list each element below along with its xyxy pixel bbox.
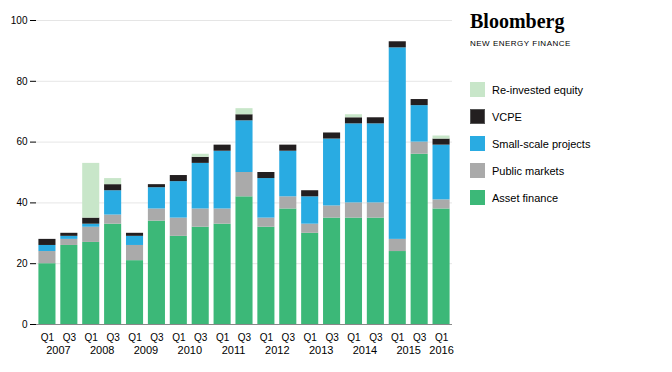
svg-text:Q1: Q1	[347, 332, 361, 343]
svg-text:60: 60	[16, 136, 28, 147]
svg-text:2008: 2008	[90, 344, 114, 356]
svg-text:Q1: Q1	[85, 332, 99, 343]
svg-text:Q3: Q3	[282, 332, 296, 343]
svg-text:2012: 2012	[265, 344, 289, 356]
svg-text:Q3: Q3	[63, 332, 77, 343]
svg-text:Q1: Q1	[260, 332, 274, 343]
svg-text:Q1: Q1	[128, 332, 142, 343]
svg-text:2011: 2011	[222, 344, 246, 356]
svg-text:2014: 2014	[353, 344, 377, 356]
svg-text:2016: 2016	[429, 344, 453, 356]
svg-text:2007: 2007	[46, 344, 70, 356]
svg-text:2013: 2013	[309, 344, 333, 356]
svg-text:Q1: Q1	[304, 332, 318, 343]
svg-text:Q3: Q3	[413, 332, 427, 343]
svg-text:20: 20	[16, 258, 28, 269]
svg-text:Q1: Q1	[216, 332, 230, 343]
svg-text:2015: 2015	[396, 344, 420, 356]
svg-text:100: 100	[11, 15, 28, 26]
svg-text:Q3: Q3	[106, 332, 120, 343]
html-text:Asset finance: Asset finance	[492, 191, 558, 204]
svg-text:0: 0	[22, 319, 28, 330]
svg-text:40: 40	[16, 197, 28, 208]
svg-text:Q3: Q3	[325, 332, 339, 343]
svg-text:Q3: Q3	[194, 332, 208, 343]
html-text:Bloomberg: Bloomberg	[470, 10, 565, 32]
svg-text:80: 80	[16, 76, 28, 87]
svg-text:Q1: Q1	[41, 332, 55, 343]
html-text:NEW ENERGY FINANCE: NEW ENERGY FINANCE	[470, 39, 571, 48]
html-text:Small-scale projects: Small-scale projects	[492, 137, 591, 150]
svg-text:2010: 2010	[178, 344, 202, 356]
svg-text:2009: 2009	[134, 344, 158, 356]
svg-text:Q1: Q1	[435, 332, 449, 343]
svg-text:Q1: Q1	[172, 332, 186, 343]
svg-text:Q1: Q1	[391, 332, 405, 343]
svg-text:Q3: Q3	[369, 332, 383, 343]
svg-text:Q3: Q3	[150, 332, 164, 343]
html-text:Public markets: Public markets	[492, 164, 565, 177]
html-text:Re-invested equity: Re-invested equity	[492, 83, 584, 96]
html-text:VCPE: VCPE	[492, 110, 522, 123]
svg-text:Q3: Q3	[238, 332, 252, 343]
